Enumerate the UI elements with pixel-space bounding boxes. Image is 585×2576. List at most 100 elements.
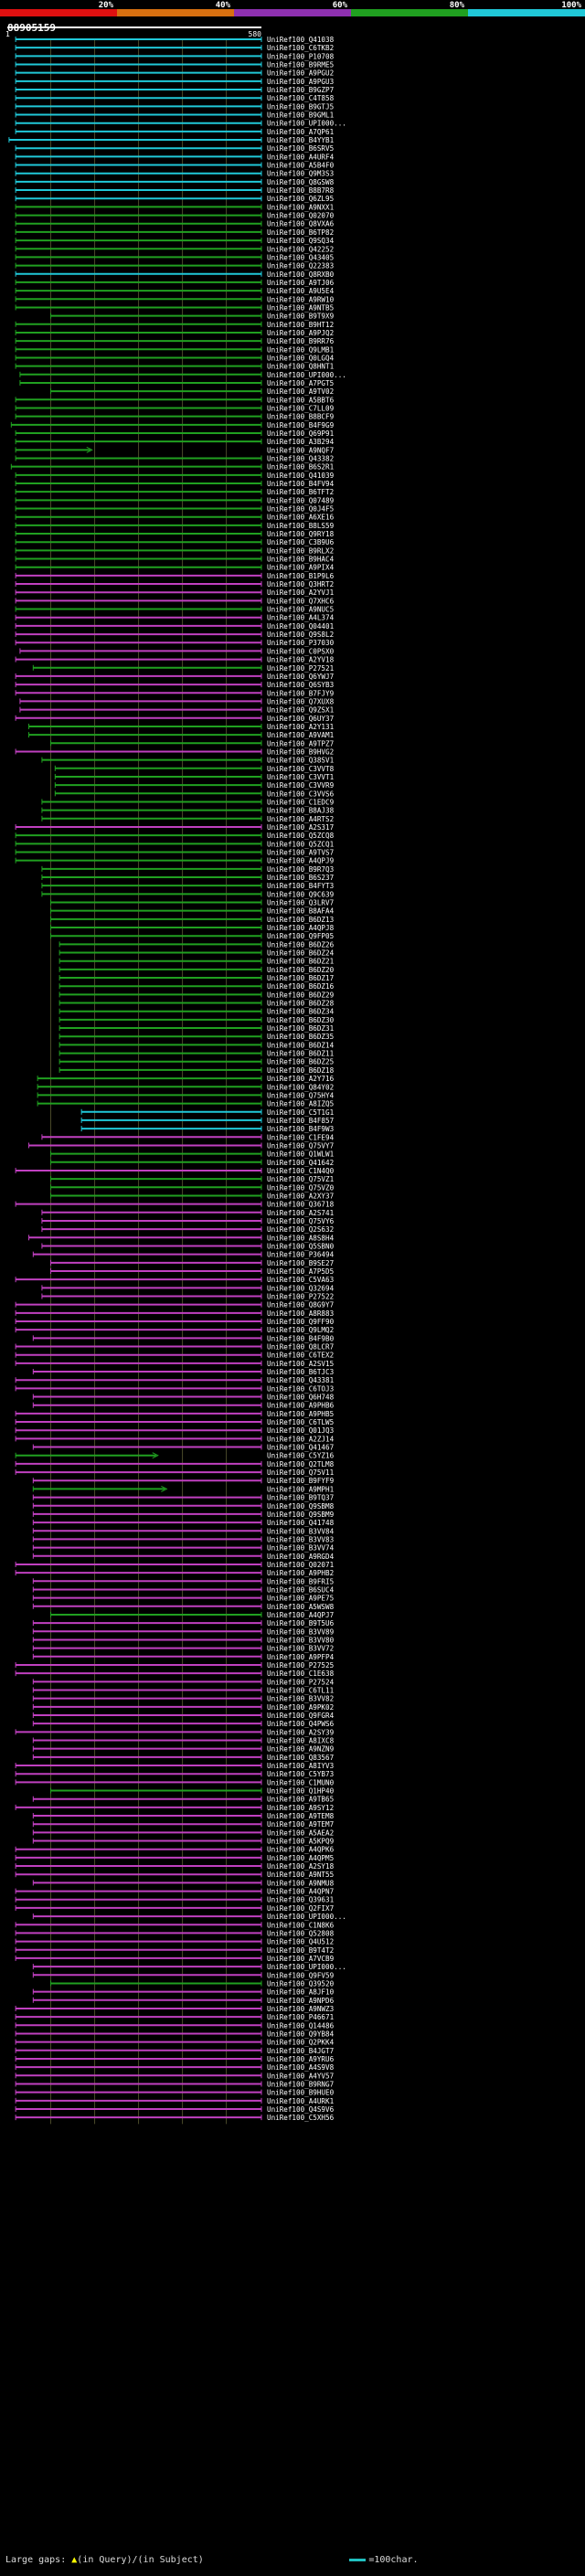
hit-label: UniRef100_A9NMU8 <box>267 1879 335 1887</box>
hit-label: UniRef100_C5XH56 <box>267 2114 335 2122</box>
alignment-row: UniRef100_A9TB65 <box>32 1796 334 1804</box>
hit-label: UniRef100_B6TP82 <box>267 228 334 237</box>
hit-label: UniRef100_Q4S9V6 <box>267 2105 335 2114</box>
alignment-row: UniRef100_A2YVJ1 <box>15 588 335 597</box>
hit-label: UniRef100_Q75VY7 <box>267 1141 334 1150</box>
alignment-row: UniRef100_B9RLX2 <box>15 546 334 555</box>
hit-label: UniRef100_A5WSW8 <box>267 1603 335 1611</box>
hit-label: UniRef100_C1E638 <box>267 1670 335 1678</box>
alignment-row: UniRef100_Q43405 <box>15 253 334 261</box>
hit-label: UniRef100_Q9FF90 <box>267 1318 335 1326</box>
hit-label: UniRef100_A9PE75 <box>267 1595 334 1603</box>
hit-label: UniRef100_Q9YB84 <box>267 2030 335 2038</box>
alignment-row: UniRef100_Q75VY6 <box>41 1217 335 1225</box>
hit-label: UniRef100_Q6YWJ7 <box>267 673 334 681</box>
hit-label: UniRef100_B6TFT2 <box>267 488 334 496</box>
alignment-row: UniRef100_Q75VY7 <box>28 1141 334 1150</box>
alignment-row: UniRef100_B9SE27 <box>50 1259 334 1267</box>
hit-label: UniRef100_Q75HY4 <box>267 1091 335 1099</box>
hit-label: UniRef100_Q0J4F5 <box>267 505 334 514</box>
hit-label: UniRef100_B8BCF9 <box>267 413 335 421</box>
alignment-row: UniRef100_B6DZ34 <box>58 1008 335 1016</box>
hit-label: UniRef100_Q3LRV7 <box>267 899 334 907</box>
hit-label: UniRef100_C3VVR9 <box>267 781 335 790</box>
alignment-row: UniRef100_A2SY18 <box>15 1862 335 1871</box>
hit-label: UniRef100_A5KPQ9 <box>267 1838 335 1846</box>
hit-label: UniRef100_Q9SBM9 <box>267 1511 335 1519</box>
alignment-row: UniRef100_Q75VZ1 <box>50 1175 335 1183</box>
alignment-row: UniRef100_B9T9X9 <box>50 313 335 321</box>
alignment-row: UniRef100_A9PHB2 <box>15 1569 334 1577</box>
alignment-row: UniRef100_C6TKB2 <box>15 44 334 52</box>
hit-label: UniRef100_A4QPJ9 <box>267 857 335 865</box>
hit-label: UniRef100_UPI000... <box>267 1913 346 1921</box>
hit-label: UniRef100_Q83567 <box>267 1754 334 1762</box>
hit-label: UniRef100_UPI000... <box>267 120 346 128</box>
hit-label: UniRef100_A8IYV3 <box>267 1762 334 1770</box>
hit-label: UniRef100_B9HAC4 <box>267 556 335 564</box>
alignment-row: UniRef100_B8BCF9 <box>15 413 335 421</box>
alignment-row: UniRef100_A9PFP4 <box>32 1653 335 1661</box>
hit-label: UniRef100_Q43381 <box>267 1376 335 1384</box>
hit-label: UniRef100_B6DZ17 <box>267 974 334 982</box>
hit-label: UniRef100_B9RR76 <box>267 337 335 345</box>
hit-label: UniRef100_A9VAM1 <box>267 731 335 739</box>
hit-label: UniRef100_B6DZ30 <box>267 1016 335 1024</box>
alignment-row: UniRef100_Q9FP05 <box>50 932 334 940</box>
alignment-row: UniRef100_C3VVR9 <box>54 781 335 790</box>
alignment-row: UniRef100_Q9SQ34 <box>15 237 335 245</box>
hit-label: UniRef100_A4QPM5 <box>267 1854 334 1862</box>
hit-label: UniRef100_Q02070 <box>267 212 335 220</box>
alignment-row: UniRef100_A2S317 <box>15 823 334 832</box>
alignment-row: UniRef100_A5WSW8 <box>32 1603 335 1611</box>
hit-label: UniRef100_Q75VY6 <box>267 1217 335 1225</box>
hit-label: UniRef100_A2YV18 <box>267 656 335 664</box>
alignment-row: UniRef100_Q9RY18 <box>15 530 335 538</box>
alignment-row: UniRef100_A9PIX4 <box>15 564 335 572</box>
alignment-row: UniRef100_A9TEM8 <box>32 1812 335 1820</box>
hit-label: UniRef100_A9NZN9 <box>267 1745 335 1754</box>
hit-label: UniRef100_C1N4Q0 <box>267 1167 335 1175</box>
hit-label: UniRef100_UPI000... <box>267 1963 346 1971</box>
alignment-row: UniRef100_Q9SBM9 <box>32 1511 335 1519</box>
alignment-row: UniRef100_C3VVT8 <box>54 765 335 773</box>
hit-label: UniRef100_A9TPZ7 <box>267 739 334 747</box>
alignment-row: UniRef100_C5YB73 <box>15 1770 334 1778</box>
hit-label: UniRef100_A9PGU3 <box>267 78 334 86</box>
alignment-row: UniRef100_A9TJ06 <box>15 279 335 287</box>
alignment-row: UniRef100_Q5ZCQ8 <box>15 832 335 840</box>
hit-label: UniRef100_Q41038 <box>267 36 335 44</box>
hit-label: UniRef100_Q6H748 <box>267 1394 335 1402</box>
alignment-row: UniRef100_A9YRU6 <box>15 2055 335 2063</box>
alignment-row: UniRef100_B8B7R8 <box>15 186 335 195</box>
alignment-row: UniRef100_Q41748 <box>32 1519 335 1527</box>
hit-label: UniRef100_A2XY37 <box>267 1192 334 1200</box>
hit-label: UniRef100_B6DZ26 <box>267 940 335 949</box>
alignment-row: UniRef100_B9HUE0 <box>15 2089 335 2097</box>
alignment-row: UniRef100_B9TQ37 <box>32 1494 334 1502</box>
hit-label: UniRef100_A4YV57 <box>267 2072 334 2080</box>
alignment-row: UniRef100_B6TFT2 <box>15 488 334 496</box>
hit-label: UniRef100_B3VV83 <box>267 1535 334 1543</box>
alignment-row: UniRef100_B4FYT3 <box>41 882 334 890</box>
alignment-row: UniRef100_C4T858 <box>15 94 335 102</box>
alignment-row: UniRef100_B9GTJ5 <box>15 102 334 111</box>
alignment-row: UniRef100_Q39520 <box>50 1979 335 1988</box>
alignment-row: UniRef100_C1FE94 <box>41 1133 335 1141</box>
hit-label: UniRef100_C3B9U6 <box>267 538 335 546</box>
alignment-row: UniRef100_B8AFA4 <box>50 907 335 916</box>
alignment-row: UniRef100_B6SUC4 <box>32 1585 335 1594</box>
hit-label: UniRef100_Q75VZ0 <box>267 1183 335 1192</box>
alignment-row: UniRef100_B7FJY9 <box>15 689 335 697</box>
hit-label: UniRef100_A9TEM8 <box>267 1812 335 1820</box>
alignment-row: UniRef100_A7P5D5 <box>50 1267 334 1276</box>
hit-label: UniRef100_Q0LGQ4 <box>267 354 335 362</box>
alignment-row: UniRef100_B4F9B0 <box>32 1334 335 1342</box>
alignment-row: UniRef100_B6DZ25 <box>58 1058 334 1066</box>
alignment-row: UniRef100_Q14486 <box>15 2021 335 2030</box>
alignment-row: UniRef100_B6DZ14 <box>58 1041 335 1049</box>
hit-label: UniRef100_P27525 <box>267 1661 334 1670</box>
hit-label: UniRef100_A3B294 <box>267 438 335 446</box>
alignment-row: UniRef100_A9PE75 <box>32 1595 334 1603</box>
